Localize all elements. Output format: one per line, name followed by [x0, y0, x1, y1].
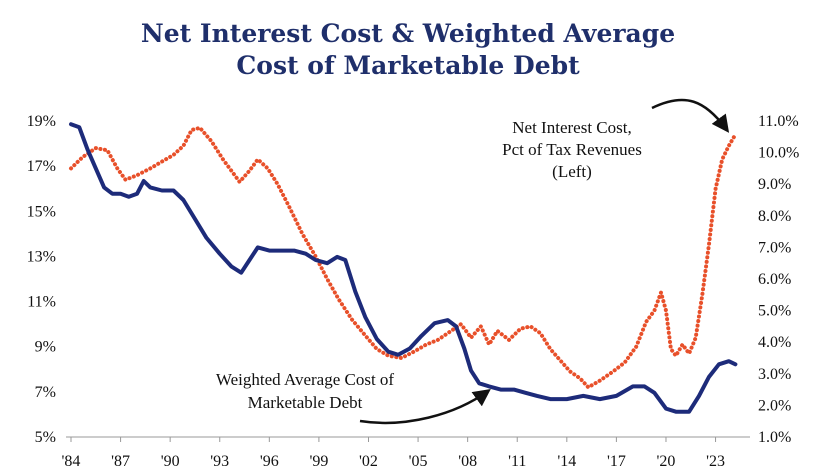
right-tick-label: 1.0%	[758, 429, 791, 446]
wac-label: Weighted Average Cost of Marketable Debt	[216, 370, 395, 412]
left-tick-label: 5%	[35, 429, 56, 446]
x-tick-label: '96	[260, 453, 279, 470]
x-tick-label: '90	[161, 453, 180, 470]
series-weighted-average-cost-line	[69, 122, 738, 414]
right-tick-label: 8.0%	[758, 208, 791, 225]
right-tick-label: 11.0%	[758, 113, 799, 130]
left-tick-label: 17%	[27, 158, 56, 175]
x-tick-label: '14	[557, 453, 576, 470]
x-tick-label: '08	[458, 453, 477, 470]
right-tick-label: 7.0%	[758, 239, 791, 256]
chart-title-line-2: Cost of Marketable Debt	[236, 51, 580, 80]
left-tick-label: 13%	[27, 248, 56, 265]
wac-label-line: Weighted Average Cost of	[216, 370, 395, 389]
x-tick-label: '99	[309, 453, 328, 470]
left-tick-label: 9%	[35, 339, 56, 356]
net-interest-label-line: Net Interest Cost,	[512, 118, 631, 137]
right-tick-label: 3.0%	[758, 366, 791, 383]
x-tick-label: '87	[111, 453, 130, 470]
left-tick-label: 11%	[27, 294, 56, 311]
net-interest-label: Net Interest Cost, Pct of Tax Revenues (Le…	[502, 118, 642, 181]
series-net-interest-cost-line	[69, 125, 738, 390]
x-tick-label: '23	[706, 453, 725, 470]
net-interest-label-line: (Left)	[552, 162, 592, 181]
x-tick-label: '93	[210, 453, 229, 470]
arrow-to-wac-line	[359, 388, 491, 425]
right-tick-label: 4.0%	[758, 334, 791, 351]
right-tick-label: 2.0%	[758, 397, 791, 414]
left-axis: 5% 7% 9% 11% 13% 15% 17% 19%	[27, 113, 56, 446]
x-tick-label: '02	[359, 453, 378, 470]
left-tick-label: 15%	[27, 203, 56, 220]
right-tick-label: 6.0%	[758, 271, 791, 288]
wac-label-line: Marketable Debt	[248, 393, 363, 412]
left-tick-label: 7%	[35, 384, 56, 401]
right-tick-label: 10.0%	[758, 145, 799, 162]
net-interest-label-line: Pct of Tax Revenues	[502, 140, 642, 159]
right-tick-label: 9.0%	[758, 176, 791, 193]
right-tick-label: 5.0%	[758, 303, 791, 320]
x-tick-label: '20	[657, 453, 676, 470]
right-axis: 1.0% 2.0% 3.0% 4.0% 5.0% 6.0% 7.0% 8.0% 9.0% 10.0…	[758, 113, 799, 446]
left-tick-label: 19%	[27, 113, 56, 130]
x-tick-label: '17	[607, 453, 626, 470]
arrow-to-net-interest-line	[651, 98, 730, 133]
x-tick-label: '05	[409, 453, 428, 470]
x-axis: '84 '87 '90 '93 '96 '99 '02 '05 '08 '11 '14 '17 '20 '…	[62, 437, 725, 470]
chart-title-line-1: Net Interest Cost & Weighted Average	[141, 19, 675, 48]
x-tick-label: '11	[508, 453, 526, 470]
x-tick-label: '84	[62, 453, 81, 470]
